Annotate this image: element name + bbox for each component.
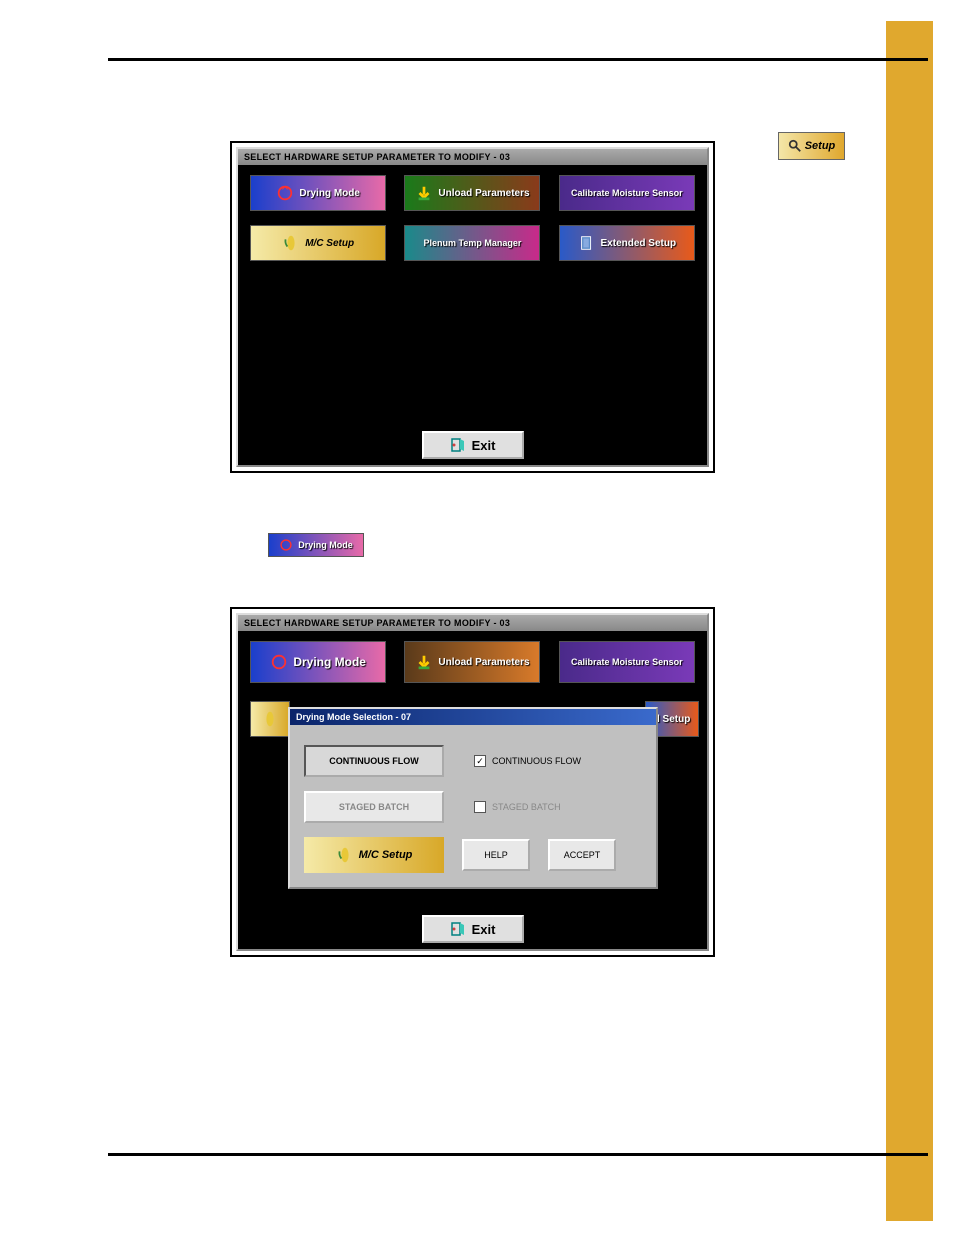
corn-icon (282, 234, 300, 252)
bottom-rule (108, 1153, 928, 1156)
mc-setup-button[interactable]: M/C Setup (250, 225, 386, 261)
continuous-flow-btn-label: CONTINUOUS FLOW (329, 756, 419, 766)
help-button[interactable]: HELP (462, 839, 530, 871)
option-row-1: CONTINUOUS FLOW ✓ CONTINUOUS FLOW (304, 745, 642, 777)
top-rule (108, 58, 928, 61)
button-row-2: M/C Setup Plenum Temp Manager Extended S… (246, 225, 699, 261)
unload-params-button[interactable]: Unload Parameters (404, 175, 540, 211)
continuous-flow-button[interactable]: CONTINUOUS FLOW (304, 745, 444, 777)
option-row-2: STAGED BATCH STAGED BATCH (304, 791, 642, 823)
calibrate-sensor-button[interactable]: Calibrate Moisture Sensor (559, 175, 695, 211)
drying-mode-dialog: Drying Mode Selection - 07 CONTINUOUS FL… (288, 707, 658, 889)
cycle-icon (276, 184, 294, 202)
window-2-title: SELECT HARDWARE SETUP PARAMETER TO MODIF… (238, 615, 707, 631)
corn-icon (336, 846, 354, 864)
staged-batch-chk-label: STAGED BATCH (492, 802, 561, 812)
cycle-icon (279, 538, 293, 552)
window-1-title: SELECT HARDWARE SETUP PARAMETER TO MODIF… (238, 149, 707, 165)
inline-drying-mode-label: Drying Mode (298, 540, 353, 550)
staged-batch-button[interactable]: STAGED BATCH (304, 791, 444, 823)
corn-icon (261, 710, 279, 728)
screenshot-2-frame: SELECT HARDWARE SETUP PARAMETER TO MODIF… (230, 607, 715, 957)
drying-mode-label-2: Drying Mode (293, 655, 366, 669)
inline-drying-mode-button[interactable]: Drying Mode (268, 533, 364, 557)
mc-setup-dialog-label: M/C Setup (359, 849, 413, 861)
continuous-flow-checkbox[interactable]: ✓ CONTINUOUS FLOW (474, 755, 581, 767)
exit-icon (450, 921, 466, 937)
down-arrow-icon (415, 653, 433, 671)
extended-partial-label: d Setup (654, 714, 691, 725)
staged-batch-checkbox[interactable]: STAGED BATCH (474, 801, 561, 813)
setup-window-2: SELECT HARDWARE SETUP PARAMETER TO MODIF… (236, 613, 709, 951)
setup-label: Setup (805, 140, 836, 152)
checkbox-icon: ✓ (474, 755, 486, 767)
window-2-body: Drying Mode Unload Parameters Calibrate … (238, 631, 707, 949)
dialog-body: CONTINUOUS FLOW ✓ CONTINUOUS FLOW STAGED… (290, 725, 656, 887)
door-icon (578, 234, 596, 252)
plenum-temp-button[interactable]: Plenum Temp Manager (404, 225, 540, 261)
button-row-2-1: Drying Mode Unload Parameters Calibrate … (246, 641, 699, 683)
setup-button[interactable]: Setup (778, 132, 845, 160)
magnifier-icon (788, 139, 802, 153)
cycle-icon (270, 653, 288, 671)
accept-button[interactable]: ACCEPT (548, 839, 616, 871)
window-1-body: Drying Mode Unload Parameters Calibrate … (238, 165, 707, 465)
exit-label-2: Exit (472, 922, 496, 937)
mc-setup-dialog-button[interactable]: M/C Setup (304, 837, 444, 873)
accept-label: ACCEPT (564, 850, 601, 860)
dialog-bottom-row: M/C Setup HELP ACCEPT (304, 837, 642, 873)
exit-button-1[interactable]: Exit (422, 431, 524, 459)
dialog-title: Drying Mode Selection - 07 (290, 709, 656, 725)
drying-mode-button[interactable]: Drying Mode (250, 175, 386, 211)
mc-partial (250, 701, 290, 737)
extended-setup-button[interactable]: Extended Setup (559, 225, 695, 261)
unload-params-label: Unload Parameters (438, 188, 529, 199)
drying-mode-label: Drying Mode (299, 188, 360, 199)
exit-label: Exit (472, 438, 496, 453)
calibrate-sensor-label: Calibrate Moisture Sensor (571, 188, 683, 198)
plenum-temp-label: Plenum Temp Manager (424, 238, 522, 248)
mc-setup-label: M/C Setup (305, 238, 354, 249)
exit-icon (450, 437, 466, 453)
help-label: HELP (484, 850, 508, 860)
unload-params-label-2: Unload Parameters (438, 657, 529, 668)
screenshot-1-frame: SELECT HARDWARE SETUP PARAMETER TO MODIF… (230, 141, 715, 473)
button-row-1: Drying Mode Unload Parameters Calibrate … (246, 175, 699, 211)
unload-params-button-2[interactable]: Unload Parameters (404, 641, 540, 683)
calibrate-sensor-label-2: Calibrate Moisture Sensor (571, 657, 683, 667)
calibrate-sensor-button-2[interactable]: Calibrate Moisture Sensor (559, 641, 695, 683)
mc-setup-partial (250, 701, 290, 737)
exit-button-2[interactable]: Exit (422, 915, 524, 943)
continuous-flow-chk-label: CONTINUOUS FLOW (492, 756, 581, 766)
staged-batch-btn-label: STAGED BATCH (339, 802, 409, 812)
drying-mode-button-2[interactable]: Drying Mode (250, 641, 386, 683)
down-arrow-icon (415, 184, 433, 202)
page-content: Setup SELECT HARDWARE SETUP PARAMETER TO… (108, 58, 928, 1017)
checkbox-icon (474, 801, 486, 813)
setup-window-1: SELECT HARDWARE SETUP PARAMETER TO MODIF… (236, 147, 709, 467)
extended-setup-label: Extended Setup (601, 238, 677, 249)
